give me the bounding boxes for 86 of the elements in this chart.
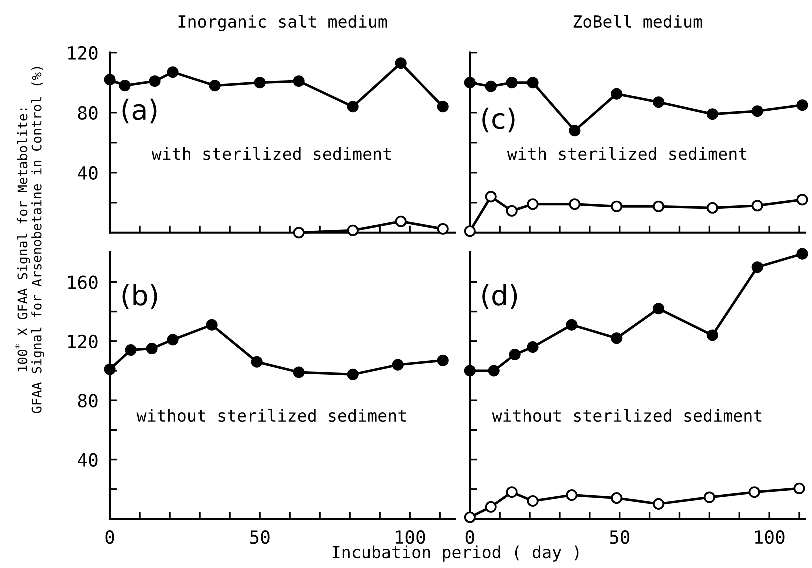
point	[748, 486, 760, 498]
point	[251, 356, 263, 368]
x-tick-label: 50	[250, 530, 270, 544]
annotation: with sterilized sediment	[507, 147, 747, 160]
y-tick-label: 40	[78, 453, 98, 467]
annotation: without sterilized sediment	[136, 409, 406, 422]
x-tick-label: 100	[396, 530, 426, 544]
annotation: with sterilized sediment	[152, 147, 391, 160]
point	[566, 490, 578, 502]
point	[569, 125, 581, 137]
point	[392, 359, 404, 371]
point	[347, 101, 359, 113]
point	[149, 76, 161, 88]
point	[167, 334, 179, 346]
point	[752, 200, 764, 212]
point	[347, 224, 359, 236]
point	[796, 100, 808, 112]
point	[395, 216, 407, 228]
point	[706, 108, 718, 120]
point	[527, 495, 539, 507]
y-axis-title: 100$^{*}$ X GFAA Signal for Metabolite: GFAA Signal for Arsenobetaine in Control (%)	[16, 67, 44, 414]
point	[209, 80, 221, 92]
x-tick-label: 50	[610, 530, 630, 544]
x-tick-label: 0	[106, 530, 114, 544]
point	[464, 365, 476, 377]
point	[704, 492, 716, 504]
point	[506, 77, 518, 89]
point	[506, 486, 518, 498]
point	[796, 194, 808, 206]
point	[653, 303, 665, 315]
annotation: (c)	[482, 108, 515, 133]
point	[293, 227, 305, 239]
x-axis-title: Incubation period ( day )	[332, 546, 579, 562]
point	[796, 248, 808, 260]
point	[653, 498, 665, 510]
y-tick-label: 80	[78, 106, 98, 120]
point	[611, 200, 623, 212]
point	[611, 332, 623, 344]
point	[527, 342, 539, 354]
y-tick-label: 40	[78, 166, 98, 180]
point	[488, 365, 500, 377]
point	[653, 200, 665, 212]
point	[206, 319, 218, 331]
point	[485, 191, 497, 203]
point	[437, 223, 449, 235]
point	[464, 226, 476, 238]
point	[752, 106, 764, 118]
annotation: without sterilized sediment	[492, 409, 762, 422]
point	[506, 205, 518, 217]
point	[794, 482, 806, 494]
point	[395, 58, 407, 70]
x-tick-label: 100	[755, 530, 785, 544]
chart-title: Inorganic salt medium	[178, 15, 388, 32]
point	[125, 344, 137, 356]
x-tick-label: 0	[466, 530, 474, 544]
annotation: (a)	[122, 98, 157, 124]
point	[566, 319, 578, 331]
point	[569, 198, 581, 210]
point	[611, 88, 623, 100]
annotation: (b)	[122, 284, 158, 310]
y-tick-label: 80	[78, 394, 98, 408]
y-tick-label: 120	[68, 334, 98, 349]
point	[527, 77, 539, 89]
point	[347, 368, 359, 380]
point	[485, 501, 497, 513]
point	[706, 330, 718, 342]
point	[119, 80, 131, 92]
point	[485, 80, 497, 92]
point	[293, 366, 305, 378]
point	[464, 512, 476, 524]
point	[706, 202, 718, 214]
point	[527, 198, 539, 210]
annotation: (d)	[482, 284, 518, 310]
point	[611, 492, 623, 504]
y-tick-label: 120	[68, 46, 98, 60]
point	[752, 262, 764, 274]
point	[437, 354, 449, 366]
point	[509, 348, 521, 360]
chart-title: ZoBell medium	[574, 15, 702, 28]
point	[167, 66, 179, 78]
point	[293, 76, 305, 88]
point	[146, 343, 158, 355]
y-tick-label: 160	[68, 276, 98, 290]
point	[254, 77, 266, 89]
point	[653, 96, 665, 108]
point	[437, 101, 449, 113]
